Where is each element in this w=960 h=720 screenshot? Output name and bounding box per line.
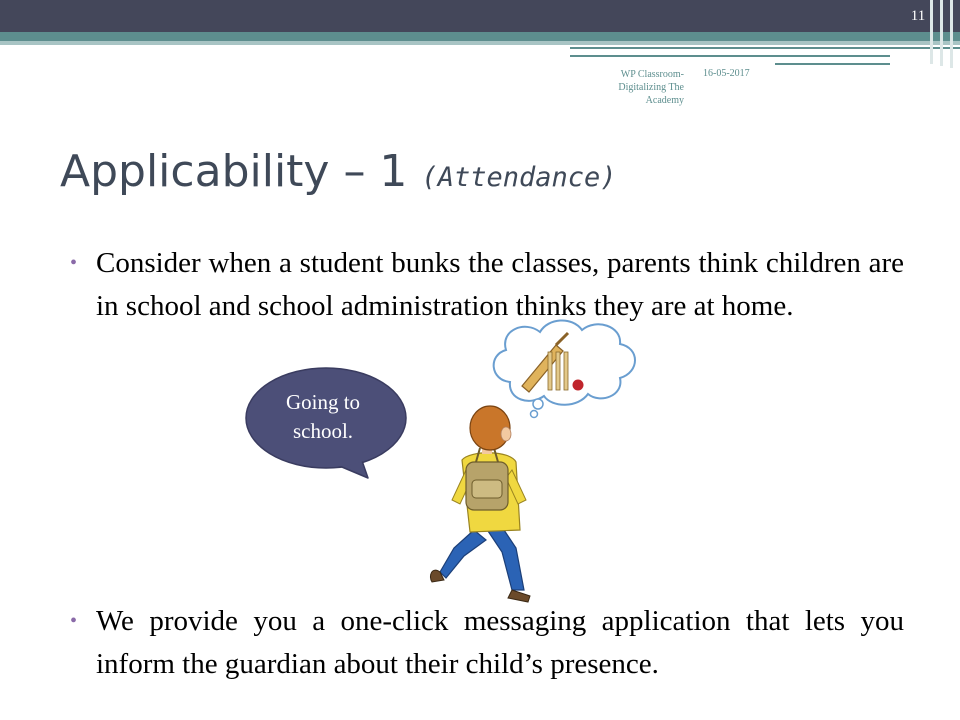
bullet-1: • Consider when a student bunks the clas…	[70, 242, 904, 328]
footer-date: 16-05-2017	[703, 68, 750, 79]
decor-vertical-bar-2	[940, 0, 943, 66]
decor-vertical-bar-1	[930, 0, 933, 64]
bullet-dot-icon: •	[70, 252, 78, 274]
header-rule-2	[570, 55, 890, 57]
header-rule-1	[570, 47, 960, 49]
header-rule-3	[775, 63, 890, 65]
header-light-stripe	[0, 41, 960, 45]
thought-cloud-cricket-icon	[492, 319, 636, 419]
slide-number: 11	[910, 8, 926, 24]
bullet-2: • We provide you a one-click messaging a…	[70, 600, 904, 686]
bullet-1-text: Consider when a student bunks the classe…	[96, 247, 904, 322]
footer-title: WP Classroom- Digitalizing The Academy	[618, 69, 684, 106]
header-accent-stripe	[0, 32, 960, 41]
title-main: Applicability – 1	[60, 146, 408, 197]
speech-bubble	[245, 367, 407, 479]
bullet-dot-icon: •	[70, 610, 78, 632]
header-bar	[0, 0, 960, 32]
decor-vertical-bar-3	[950, 0, 953, 68]
speech-bubble-text: Going to school.	[285, 390, 361, 443]
bullet-2-text: We provide you a one-click messaging app…	[96, 605, 904, 680]
slide-title: Applicability – 1 (Attendance)	[60, 146, 617, 197]
boy-with-backpack-illustration	[429, 405, 531, 603]
title-subtitle: (Attendance)	[421, 162, 617, 193]
